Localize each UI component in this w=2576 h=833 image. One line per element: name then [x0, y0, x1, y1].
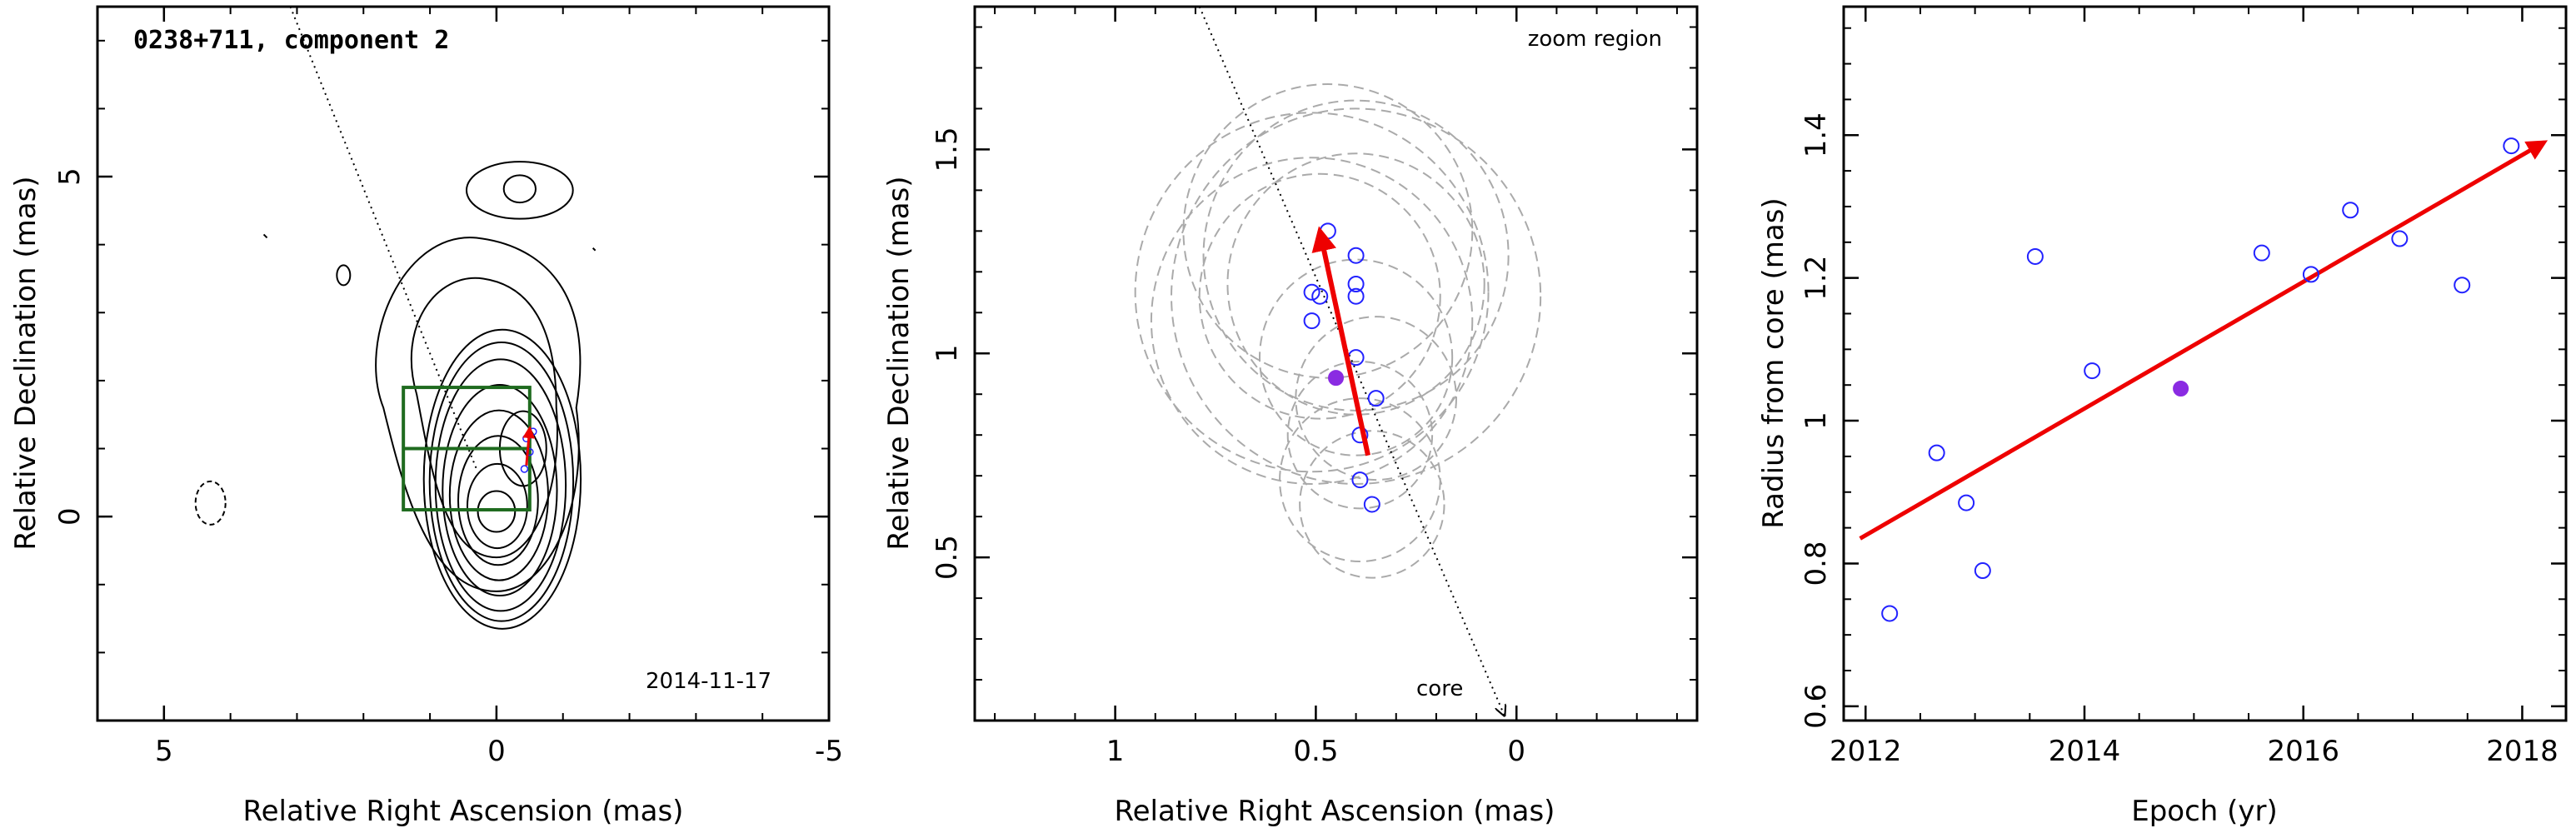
x-tick-label: 0 — [1507, 735, 1525, 768]
x-tick-label: 2018 — [2486, 735, 2559, 768]
error-circle — [1295, 316, 1457, 481]
data-point — [2026, 247, 2044, 265]
component-point — [1347, 247, 1365, 264]
y-tick-label: 0.8 — [1800, 541, 1833, 586]
core-contour — [466, 462, 528, 550]
y-tick-label: 5 — [53, 167, 87, 186]
mean-epoch-point — [2173, 380, 2189, 397]
component-point — [1351, 471, 1369, 489]
panel-2-ticks: 1 0.5 0 0.5 1 1.5 — [931, 7, 1697, 768]
panel-1-frame — [96, 5, 831, 722]
y-tick-label: 1.5 — [931, 127, 964, 172]
error-circle — [1202, 99, 1510, 412]
panel-2-plot-area — [1134, 6, 1542, 716]
x-tick-label: 2012 — [1830, 735, 1902, 768]
data-point — [1881, 605, 1899, 622]
core-contour — [434, 358, 567, 612]
panel-2-y-axis-label: Relative Declination (mas) — [882, 176, 916, 550]
island-contour — [262, 233, 268, 239]
y-tick-label: 1 — [1800, 412, 1833, 430]
x-tick-label: 2016 — [2267, 735, 2339, 768]
core-contour — [477, 490, 517, 533]
component-point — [1347, 349, 1365, 367]
component-point — [1363, 496, 1380, 513]
contour-map-panel: 5 0 -505 0238+711, component 2 2014-11-17 … — [9, 5, 843, 828]
x-tick-label: 1 — [1106, 735, 1125, 768]
error-circle — [1299, 430, 1445, 579]
data-point — [2342, 202, 2359, 219]
panel-1-date-label: 2014-11-17 — [646, 669, 771, 694]
x-tick-label: 0.5 — [1293, 735, 1338, 768]
panel-3-frame — [1842, 5, 2568, 722]
panel-1-ticks: 5 0 -5 0 5 — [53, 7, 843, 768]
panel-3-x-axis-label: Epoch (yr) — [2131, 795, 2278, 828]
component-point — [1347, 287, 1365, 305]
data-point — [2391, 230, 2409, 247]
zoom-panel: 1 0.5 0 0.5 1 1.5 zoom region core Relative R… — [882, 5, 1699, 828]
core-contour — [422, 328, 582, 630]
negative-contour — [194, 480, 227, 526]
panel-1-x-axis-label: Relative Right Ascension (mas) — [243, 795, 684, 828]
component-point — [1303, 312, 1320, 330]
island-contour — [592, 247, 597, 252]
fit-line-arrow — [1859, 140, 2549, 541]
panel-1-title: 0238+711, component 2 — [133, 26, 449, 55]
y-tick-label: 1.2 — [1800, 256, 1833, 301]
component-point — [1311, 287, 1329, 305]
data-point — [2253, 244, 2270, 262]
error-circle — [1226, 152, 1485, 416]
x-tick-label: 5 — [155, 735, 173, 768]
core-label: core — [1416, 676, 1463, 701]
core-direction-line — [1198, 6, 1505, 716]
panel-2-x-axis-label: Relative Right Ascension (mas) — [1115, 795, 1555, 828]
radius-epoch-panel: 2012 2014 2016 2018 0.6 0.8 1 1.2 1.4 Epoch (yr)… — [1757, 5, 2568, 828]
north-blob-inner-contour — [502, 174, 537, 204]
component-point — [1303, 283, 1320, 301]
data-point — [1928, 444, 1945, 461]
panel-2-frame — [973, 5, 1699, 722]
x-tick-label: 2014 — [2049, 735, 2121, 768]
y-tick-label: 0 — [53, 507, 87, 526]
x-tick-label: -5 — [815, 735, 843, 768]
data-point — [2454, 277, 2471, 294]
data-point — [2302, 266, 2319, 283]
y-tick-label: 1 — [931, 344, 964, 362]
panel-3-y-axis-label: Radius from core (mas) — [1757, 197, 1790, 528]
panel-3-plot-area — [1859, 137, 2549, 622]
data-point — [2503, 137, 2520, 155]
component-point — [1347, 276, 1365, 293]
error-circle — [1150, 157, 1474, 485]
error-circle — [1171, 107, 1542, 485]
y-tick-label: 1.4 — [1800, 112, 1833, 157]
jet-direction-line — [289, 6, 477, 470]
data-point — [2084, 362, 2101, 380]
motion-arrow — [522, 426, 536, 466]
panel-1-plot-area — [194, 6, 597, 630]
panel-3-ticks: 2012 2014 2016 2018 0.6 0.8 1 1.2 1.4 — [1800, 7, 2566, 768]
component-point — [520, 465, 529, 473]
y-tick-label: 0.6 — [1800, 684, 1833, 729]
data-point — [1974, 562, 1991, 580]
motion-arrow — [1311, 226, 1370, 456]
core-contour — [448, 409, 549, 581]
core-contour — [457, 435, 539, 566]
error-circle — [1258, 258, 1454, 456]
mean-position-point — [1328, 370, 1344, 387]
panel-1-y-axis-label: Relative Declination (mas) — [9, 176, 42, 550]
x-tick-label: 0 — [487, 735, 506, 768]
y-tick-label: 0.5 — [931, 535, 964, 580]
island-contour — [336, 264, 352, 287]
error-circle — [1286, 361, 1434, 510]
error-circle — [1182, 83, 1474, 379]
panel-2-annotation: zoom region — [1528, 27, 1662, 52]
north-blob-contour — [465, 161, 574, 220]
data-point — [1958, 494, 1975, 511]
component-point — [1367, 390, 1385, 407]
core-contour — [428, 341, 575, 622]
error-circle — [1134, 112, 1490, 473]
core-contour — [442, 384, 558, 597]
error-circle — [1198, 172, 1441, 420]
